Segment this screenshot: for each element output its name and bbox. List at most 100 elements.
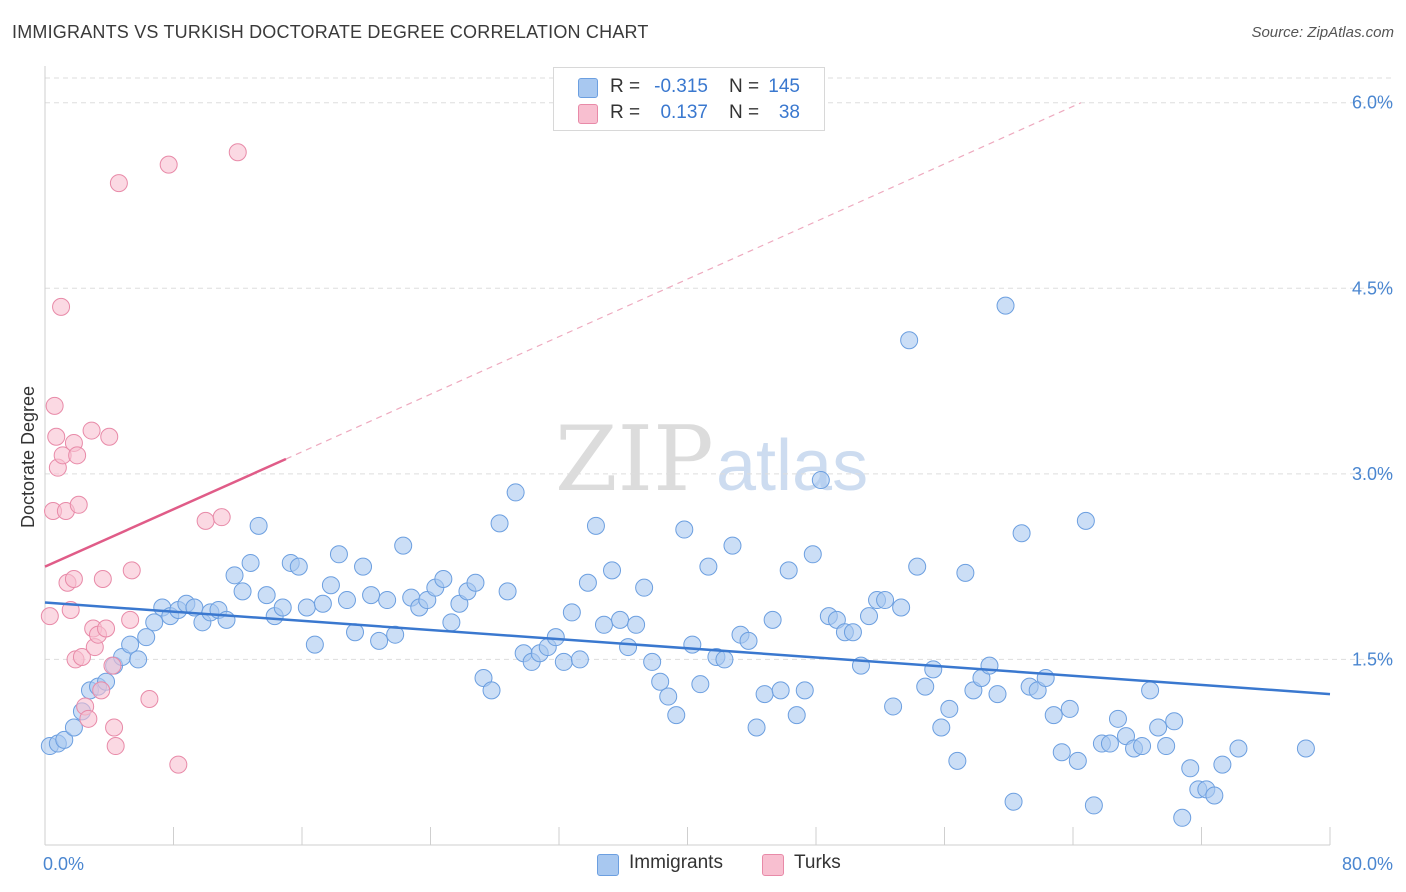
immigrants-point — [121, 635, 140, 654]
legend-swatch-immigrants — [578, 78, 598, 98]
immigrants-point — [627, 615, 646, 634]
turks-point — [109, 174, 128, 193]
immigrants-point — [892, 598, 911, 617]
immigrants-point — [1060, 699, 1079, 718]
immigrants-point — [924, 660, 943, 679]
immigrants-point — [795, 681, 814, 700]
y-tick-label: 1.5% — [1352, 649, 1393, 669]
immigrants-point — [659, 687, 678, 706]
immigrants-point — [691, 675, 710, 694]
immigrants-point — [1149, 718, 1168, 737]
immigrants-point — [884, 697, 903, 716]
immigrants-point — [506, 483, 525, 502]
legend-r-value: 0.137 — [660, 102, 708, 123]
immigrants-point — [297, 598, 316, 617]
immigrants-point — [1157, 737, 1176, 756]
legend-n-label: N = — [729, 102, 760, 123]
immigrants-point — [442, 613, 461, 632]
immigrants-point — [932, 718, 951, 737]
immigrants-point — [321, 576, 340, 595]
x-tick-label: 0.0% — [43, 854, 84, 874]
immigrants-point — [1141, 681, 1160, 700]
x-tick-label: 80.0% — [1342, 854, 1393, 874]
immigrants-point — [137, 628, 156, 647]
turks-trend-extension — [285, 102, 1082, 460]
source-credit: Source: ZipAtlas.com — [1251, 24, 1394, 41]
immigrants-point — [739, 631, 758, 650]
immigrants-point — [1036, 668, 1055, 687]
bottom-legend-label: Turks — [794, 852, 841, 873]
immigrants-point — [763, 610, 782, 629]
watermark-zip: ZIP — [555, 407, 714, 512]
bottom-legend-label: Immigrants — [629, 852, 723, 873]
immigrants-point — [434, 570, 453, 589]
legend-n-value: 145 — [768, 76, 800, 97]
immigrants-point — [1068, 751, 1087, 770]
immigrants-point — [225, 566, 244, 585]
immigrants-point — [64, 718, 83, 737]
immigrants-point — [305, 635, 324, 654]
immigrants-point — [554, 652, 573, 671]
immigrants-point — [1100, 734, 1119, 753]
immigrants-point — [233, 582, 252, 601]
immigrants-point — [570, 650, 589, 669]
immigrants-point — [916, 677, 935, 696]
immigrants-trend-line — [44, 601, 1331, 696]
turks-point — [47, 427, 66, 446]
stats-legend: R = -0.315 N = 145 R = 0.137 N = 38 — [553, 67, 825, 131]
turks-trend-line — [44, 457, 287, 568]
turks-point — [169, 755, 188, 774]
immigrants-point — [675, 520, 694, 539]
turks-point — [93, 570, 112, 589]
immigrants-point — [1229, 739, 1248, 758]
turks-point — [106, 737, 125, 756]
immigrants-point — [370, 631, 389, 650]
turks-point — [105, 718, 124, 737]
immigrants-point — [988, 685, 1007, 704]
immigrants-point — [129, 650, 148, 669]
turks-point — [69, 495, 88, 514]
immigrants-point — [562, 603, 581, 622]
immigrants-point — [273, 598, 292, 617]
turks-point — [45, 396, 64, 415]
immigrants-point — [482, 681, 501, 700]
immigrants-point — [843, 623, 862, 642]
turks-point — [140, 690, 159, 709]
turks-point — [79, 709, 98, 728]
immigrants-point — [586, 516, 605, 535]
watermark: ZIP atlas — [555, 407, 868, 512]
chart-title: IMMIGRANTS VS TURKISH DOCTORATE DEGREE C… — [12, 22, 649, 42]
immigrants-point — [779, 561, 798, 580]
immigrants-point — [980, 656, 999, 675]
immigrants-point — [1076, 511, 1095, 530]
immigrants-point — [1296, 739, 1315, 758]
y-tick-label: 4.5% — [1352, 278, 1393, 298]
immigrants-point — [594, 615, 613, 634]
y-tick-label: 6.0% — [1352, 93, 1393, 113]
turks-point — [159, 155, 178, 174]
immigrants-point — [723, 536, 742, 555]
immigrants-point — [900, 331, 919, 350]
immigrants-point — [611, 610, 630, 629]
legend-n-label: N = — [729, 76, 760, 97]
immigrants-point — [651, 672, 670, 691]
watermark-atlas: atlas — [716, 426, 868, 506]
immigrants-point — [578, 573, 597, 592]
immigrants-point — [1133, 737, 1152, 756]
immigrants-trend — [44, 601, 1331, 696]
axes — [44, 66, 1331, 846]
immigrants-point — [466, 573, 485, 592]
turks-point — [68, 446, 87, 465]
immigrants-point — [329, 545, 348, 564]
legend-n-value: 38 — [778, 102, 800, 123]
turks-point — [40, 607, 59, 626]
immigrants-point — [699, 557, 718, 576]
immigrants-point — [546, 628, 565, 647]
immigrants-point — [249, 516, 268, 535]
turks-point — [92, 681, 111, 700]
immigrants-point — [1012, 524, 1031, 543]
turks-trend — [44, 102, 1082, 568]
immigrants-point — [643, 652, 662, 671]
immigrants-point — [667, 706, 686, 725]
